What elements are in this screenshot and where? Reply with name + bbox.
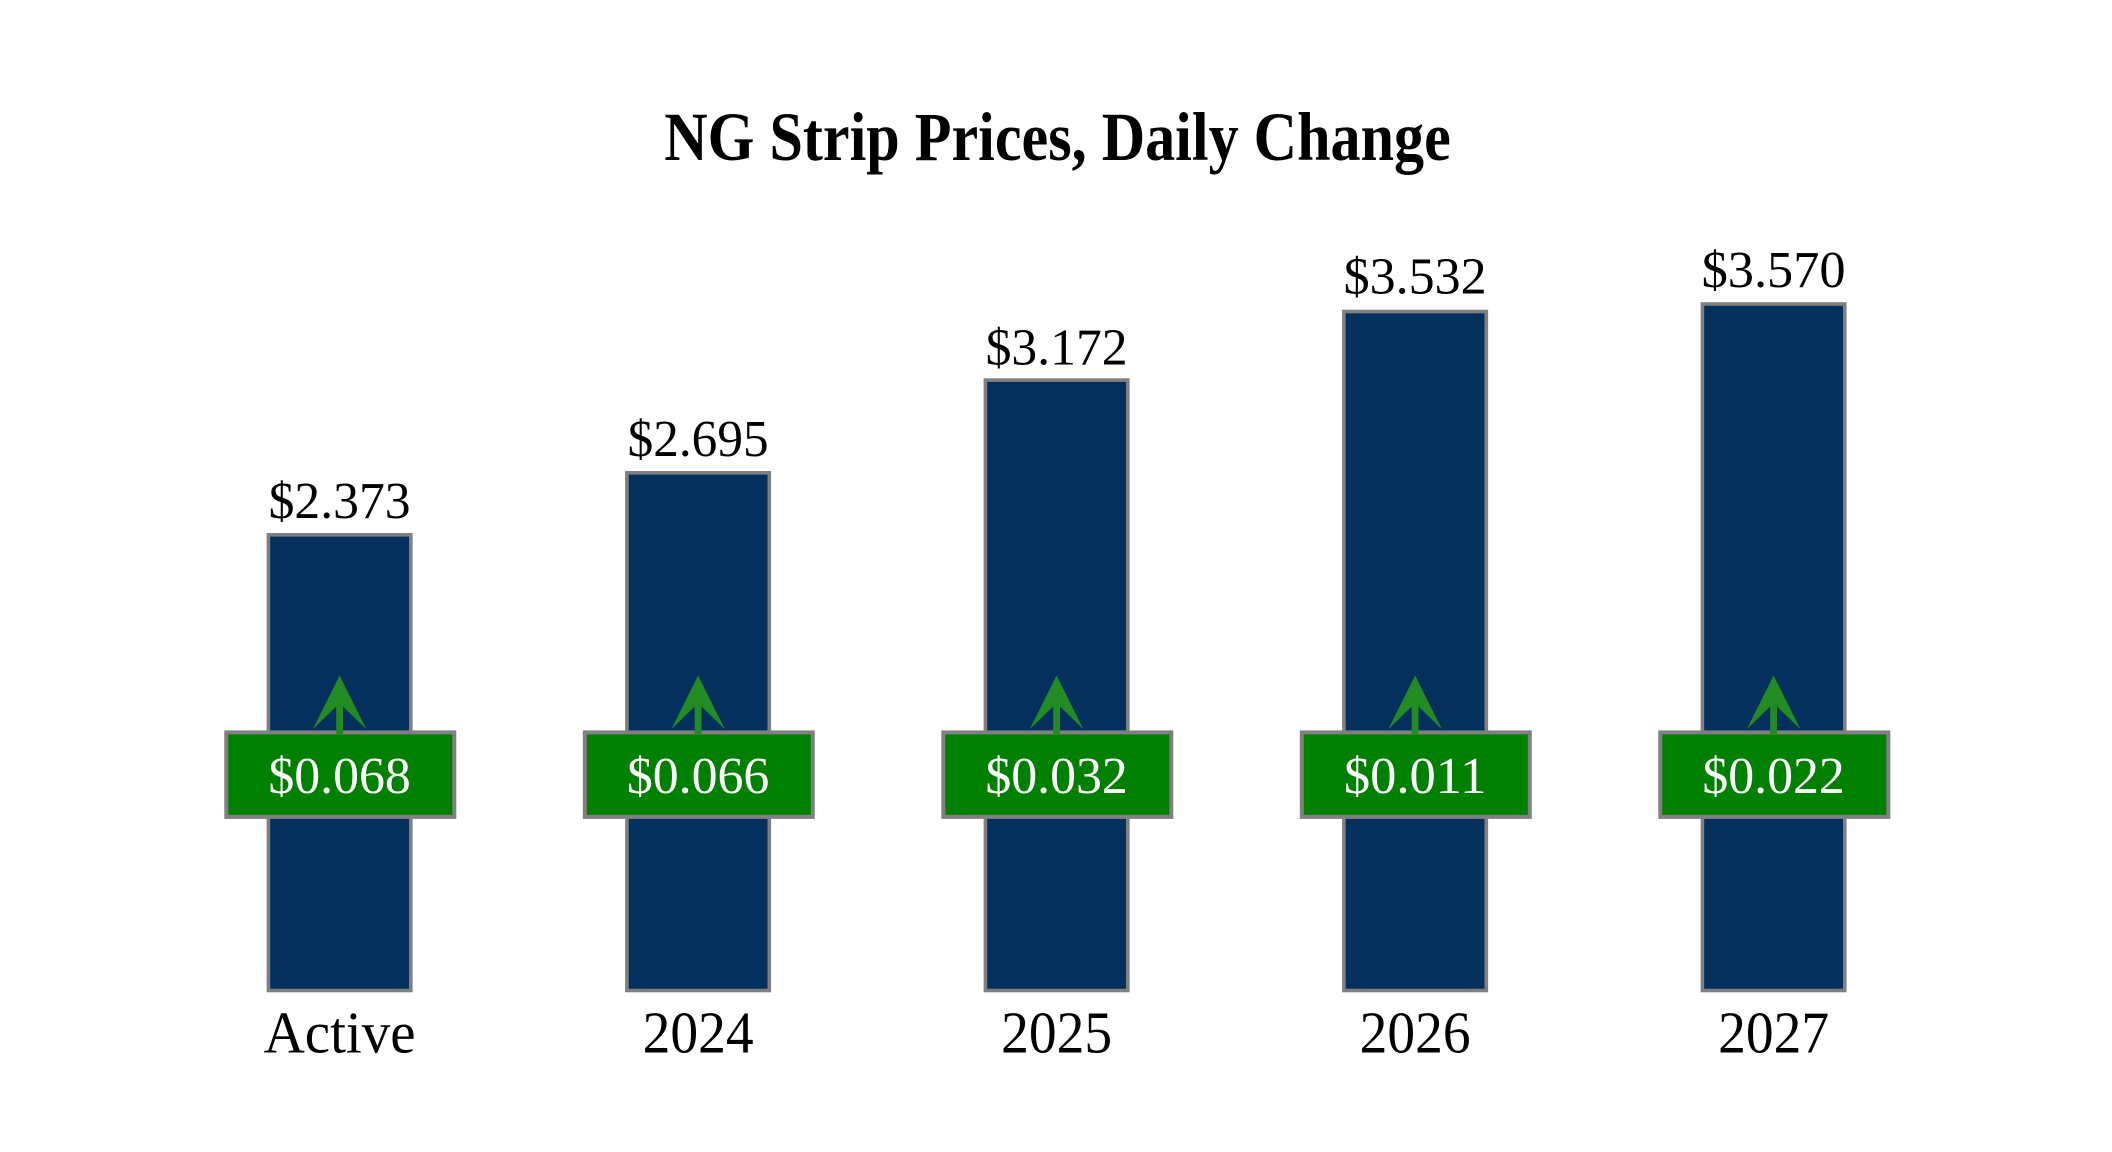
svg-text:2027: 2027 xyxy=(1718,999,1829,1065)
svg-text:2024: 2024 xyxy=(643,999,754,1065)
svg-text:$2.373: $2.373 xyxy=(269,473,411,530)
svg-text:NG Strip Prices, Daily Change: NG Strip Prices, Daily Change xyxy=(664,99,1451,175)
svg-text:$0.032: $0.032 xyxy=(985,748,1128,805)
svg-text:$0.068: $0.068 xyxy=(268,748,411,805)
svg-text:$3.532: $3.532 xyxy=(1344,249,1487,306)
svg-text:2025: 2025 xyxy=(1001,999,1112,1065)
svg-text:$3.570: $3.570 xyxy=(1702,242,1846,299)
svg-text:$0.022: $0.022 xyxy=(1702,748,1845,805)
svg-text:$3.172: $3.172 xyxy=(986,320,1128,377)
svg-text:$0.011: $0.011 xyxy=(1344,748,1487,805)
svg-text:$2.695: $2.695 xyxy=(628,411,769,468)
svg-text:2026: 2026 xyxy=(1360,999,1471,1065)
svg-text:$0.066: $0.066 xyxy=(627,748,770,805)
svg-text:Active: Active xyxy=(264,999,416,1065)
